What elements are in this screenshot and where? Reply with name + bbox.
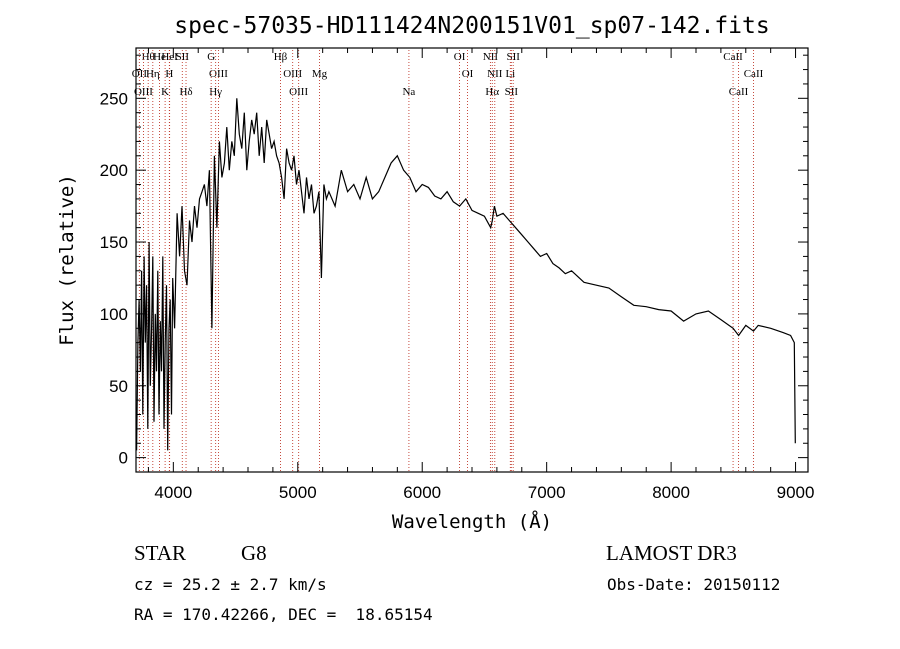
line-label: CaII: [723, 51, 743, 63]
x-tick-label: 5000: [279, 483, 317, 502]
spectral-lines: HθOIIOIIIHeHηKHeIHHδSIIOIIIHγGOIIIOIIIHβ…: [132, 50, 764, 472]
x-tick-labels: 4000 5000 6000 7000 8000 9000: [154, 483, 814, 502]
line-label: Hθ: [142, 51, 155, 63]
y-tick-label: 150: [100, 233, 128, 252]
object-subclass: G8: [241, 541, 267, 565]
line-label: OI: [454, 51, 466, 63]
survey-label: LAMOST DR3: [606, 541, 737, 565]
line-label: OIII: [283, 68, 302, 80]
line-label: Hδ: [179, 86, 192, 98]
x-tick-label: 7000: [528, 483, 566, 502]
line-label: SII: [505, 86, 519, 98]
line-label: CaII: [744, 68, 764, 80]
line-label: CaII: [729, 86, 749, 98]
y-tick-label: 100: [100, 305, 128, 324]
line-label: NII: [483, 51, 499, 63]
line-label: Na: [402, 86, 415, 98]
y-axis-label: Flux (relative): [56, 174, 78, 346]
line-label: Hα: [485, 86, 499, 98]
x-tick-label: 9000: [777, 483, 815, 502]
line-label: Hβ: [274, 51, 288, 63]
line-label: Li: [505, 68, 515, 80]
line-label: OIII: [209, 68, 228, 80]
line-label: K: [161, 86, 169, 98]
x-tick-label: 4000: [154, 483, 192, 502]
y-tick-label: 0: [119, 449, 128, 468]
line-label: Hη: [146, 68, 160, 80]
y-tick-label: 200: [100, 161, 128, 180]
y-tick-labels: 0 50 100 150 200 250: [100, 89, 128, 467]
object-class: STAR: [134, 541, 186, 565]
spectrum-series: [136, 98, 796, 451]
axis-ticks: [136, 48, 808, 472]
redshift-cz: cz = 25.2 ± 2.7 km/s: [134, 575, 327, 594]
line-label: Hγ: [209, 86, 222, 98]
line-label: OIII: [289, 86, 308, 98]
y-tick-label: 250: [100, 89, 128, 108]
line-label: SII: [176, 51, 190, 63]
line-label: Mg: [312, 68, 328, 80]
coordinates: RA = 170.42266, DEC = 18.65154: [134, 605, 433, 624]
line-label: G: [207, 51, 215, 63]
chart-title: spec-57035-HD111424N200151V01_sp07-142.f…: [174, 13, 769, 39]
line-label: He: [153, 51, 166, 63]
line-label: SII: [506, 51, 520, 63]
y-tick-label: 50: [109, 377, 128, 396]
spectrum-line: [136, 98, 796, 451]
line-label: H: [165, 68, 173, 80]
x-tick-label: 8000: [652, 483, 690, 502]
observation-date: Obs-Date: 20150112: [607, 575, 781, 594]
x-tick-label: 6000: [403, 483, 441, 502]
line-label: NII: [487, 68, 503, 80]
x-axis-label: Wavelength (Å): [392, 510, 552, 533]
line-label: OIII: [134, 86, 153, 98]
line-label: OI: [462, 68, 474, 80]
